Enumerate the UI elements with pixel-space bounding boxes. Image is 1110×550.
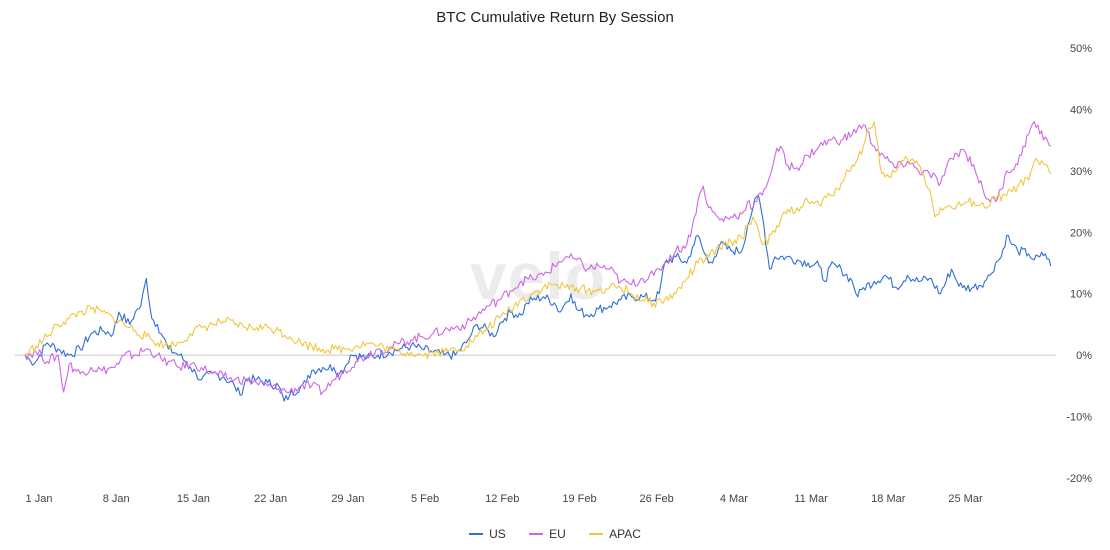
y-tick-label: 0% (1076, 350, 1092, 362)
x-tick-label: 4 Mar (720, 493, 748, 505)
legend: US EU APAC (0, 524, 1110, 541)
y-tick-label: 30% (1070, 166, 1092, 178)
legend-swatch-apac (589, 533, 604, 535)
x-axis-ticks: 1 Jan 8 Jan 15 Jan 22 Jan 29 Jan 5 Feb 12 Feb 1… (26, 493, 983, 505)
y-axis-ticks: 50% 40% 30% 20% 10% 0% -10% -20% (1066, 43, 1092, 485)
series-line-eu (24, 121, 1052, 396)
x-tick-label: 18 Mar (871, 493, 906, 505)
x-tick-label: 29 Jan (331, 493, 364, 505)
legend-swatch-eu (529, 533, 544, 535)
x-tick-label: 1 Jan (26, 493, 53, 505)
series-layer (24, 121, 1052, 402)
x-tick-label: 19 Feb (562, 493, 596, 505)
x-tick-label: 25 Mar (948, 493, 983, 505)
legend-swatch-us (469, 533, 484, 535)
series-line-us (24, 194, 1052, 402)
x-tick-label: 26 Feb (640, 493, 674, 505)
y-tick-label: 50% (1070, 43, 1092, 55)
legend-label-apac: APAC (609, 527, 641, 541)
x-tick-label: 11 Mar (794, 493, 828, 505)
legend-label-us: US (489, 527, 506, 541)
legend-item-us[interactable]: US (469, 527, 506, 541)
x-tick-label: 12 Feb (485, 493, 519, 505)
y-tick-label: 40% (1070, 104, 1092, 116)
x-tick-label: 15 Jan (177, 493, 210, 505)
chart-title: BTC Cumulative Return By Session (436, 9, 674, 26)
legend-item-eu[interactable]: EU (529, 527, 566, 541)
x-tick-label: 22 Jan (254, 493, 287, 505)
x-tick-label: 8 Jan (103, 493, 130, 505)
y-tick-label: -10% (1066, 412, 1092, 424)
y-tick-label: 10% (1070, 289, 1092, 301)
legend-item-apac[interactable]: APAC (589, 527, 641, 541)
series-line-apac (24, 121, 1052, 359)
x-tick-label: 5 Feb (411, 493, 439, 505)
y-tick-label: -20% (1066, 473, 1092, 485)
y-tick-label: 20% (1070, 227, 1092, 239)
legend-label-eu: EU (549, 527, 566, 541)
